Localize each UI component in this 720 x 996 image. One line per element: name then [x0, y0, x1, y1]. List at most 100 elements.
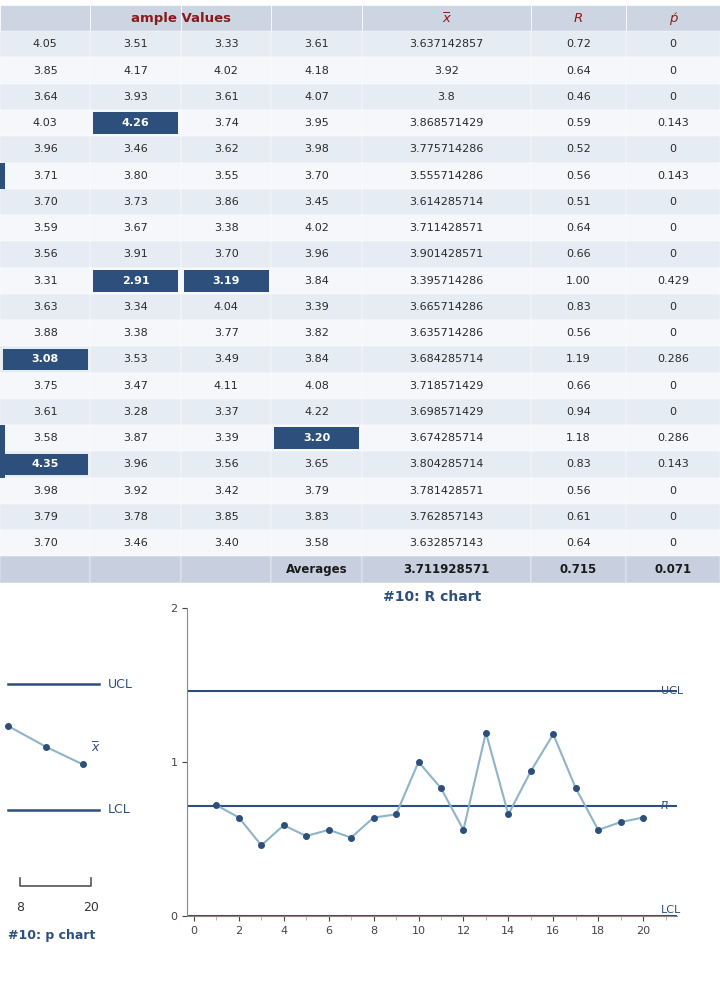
Text: R: R	[574, 12, 583, 25]
Text: 3.34: 3.34	[123, 302, 148, 312]
Bar	[626, 294, 720, 320]
Bar	[626, 373, 720, 398]
Text: 3.56: 3.56	[214, 459, 238, 469]
Bar	[181, 294, 271, 320]
Bar	[531, 373, 626, 398]
Text: 3.91: 3.91	[123, 249, 148, 259]
Bar	[181, 215, 271, 241]
Text: 3.762857143: 3.762857143	[410, 512, 484, 522]
Text: R̅: R̅	[661, 801, 669, 811]
Bar	[362, 31, 531, 58]
Text: 3.70: 3.70	[305, 170, 329, 180]
Text: 3.28: 3.28	[123, 407, 148, 417]
Text: 3.56: 3.56	[33, 249, 58, 259]
Bar	[181, 241, 271, 268]
Bar	[271, 478, 362, 504]
Bar	[531, 557, 626, 583]
Text: 3.632857143: 3.632857143	[410, 538, 484, 548]
Text: 0: 0	[670, 66, 676, 76]
Bar	[271, 215, 362, 241]
Text: 3.71: 3.71	[33, 170, 58, 180]
Bar	[271, 189, 362, 215]
Bar	[531, 189, 626, 215]
Text: 0: 0	[670, 538, 676, 548]
Bar	[274, 427, 359, 449]
Bar	[271, 557, 362, 583]
Bar	[626, 530, 720, 557]
Text: 3.614285714: 3.614285714	[410, 197, 484, 207]
Bar	[0, 557, 91, 583]
Text: 3.75: 3.75	[33, 380, 58, 390]
Text: 0.56: 0.56	[566, 329, 590, 339]
Bar	[531, 320, 626, 347]
Text: 0.51: 0.51	[566, 197, 590, 207]
Text: 3.80: 3.80	[123, 170, 148, 180]
Text: 3.38: 3.38	[123, 329, 148, 339]
Bar	[181, 451, 271, 478]
Text: 0.56: 0.56	[566, 170, 590, 180]
Text: 0.143: 0.143	[657, 170, 688, 180]
Text: 3.70: 3.70	[33, 538, 58, 548]
Bar	[362, 241, 531, 268]
Text: 3.711428571: 3.711428571	[410, 223, 484, 233]
Text: 3.20: 3.20	[303, 433, 330, 443]
Text: 3.674285714: 3.674285714	[410, 433, 484, 443]
Text: 4.11: 4.11	[214, 380, 238, 390]
Bar	[531, 136, 626, 162]
Text: 3.665714286: 3.665714286	[410, 302, 484, 312]
Bar	[0, 478, 91, 504]
Bar	[91, 398, 181, 425]
Bar	[626, 136, 720, 162]
Bar	[91, 557, 181, 583]
Text: 4.02: 4.02	[305, 223, 329, 233]
Text: 0.143: 0.143	[657, 119, 688, 128]
Text: 3.85: 3.85	[214, 512, 238, 522]
Bar	[626, 241, 720, 268]
Text: 3.39: 3.39	[305, 302, 329, 312]
Bar	[181, 84, 271, 110]
Bar	[91, 189, 181, 215]
Text: 4.26: 4.26	[122, 119, 150, 128]
Text: x̅: x̅	[91, 740, 99, 754]
Bar	[0, 241, 91, 268]
Bar	[531, 425, 626, 451]
Bar	[626, 504, 720, 530]
Text: 1.00: 1.00	[566, 276, 590, 286]
Bar	[181, 58, 271, 84]
Bar	[626, 215, 720, 241]
Bar	[362, 162, 531, 189]
Bar	[271, 530, 362, 557]
Bar	[0, 268, 91, 294]
Bar	[271, 241, 362, 268]
Text: UCL: UCL	[661, 686, 683, 696]
Bar	[531, 451, 626, 478]
Bar	[0, 347, 91, 373]
Text: 3.92: 3.92	[123, 486, 148, 496]
Text: 4.03: 4.03	[33, 119, 58, 128]
Text: 0: 0	[670, 197, 676, 207]
Text: 0.429: 0.429	[657, 276, 689, 286]
Bar	[531, 268, 626, 294]
Text: 4.02: 4.02	[214, 66, 238, 76]
Text: 0.143: 0.143	[657, 459, 688, 469]
Bar	[362, 268, 531, 294]
Bar	[271, 347, 362, 373]
Text: 0.715: 0.715	[559, 563, 597, 576]
Text: 3.77: 3.77	[214, 329, 238, 339]
Bar	[91, 478, 181, 504]
Bar	[0, 320, 91, 347]
Bar	[362, 215, 531, 241]
Bar	[181, 530, 271, 557]
Text: ample Values: ample Values	[131, 12, 231, 25]
Text: 3.79: 3.79	[33, 512, 58, 522]
Bar	[0, 530, 91, 557]
Text: 3.58: 3.58	[33, 433, 58, 443]
Bar	[362, 294, 531, 320]
Bar	[181, 320, 271, 347]
Text: Averages: Averages	[286, 563, 348, 576]
Bar	[181, 136, 271, 162]
Text: 0.94: 0.94	[566, 407, 591, 417]
Text: 3.59: 3.59	[33, 223, 58, 233]
Text: 3.08: 3.08	[32, 355, 59, 365]
Text: 3.53: 3.53	[123, 355, 148, 365]
